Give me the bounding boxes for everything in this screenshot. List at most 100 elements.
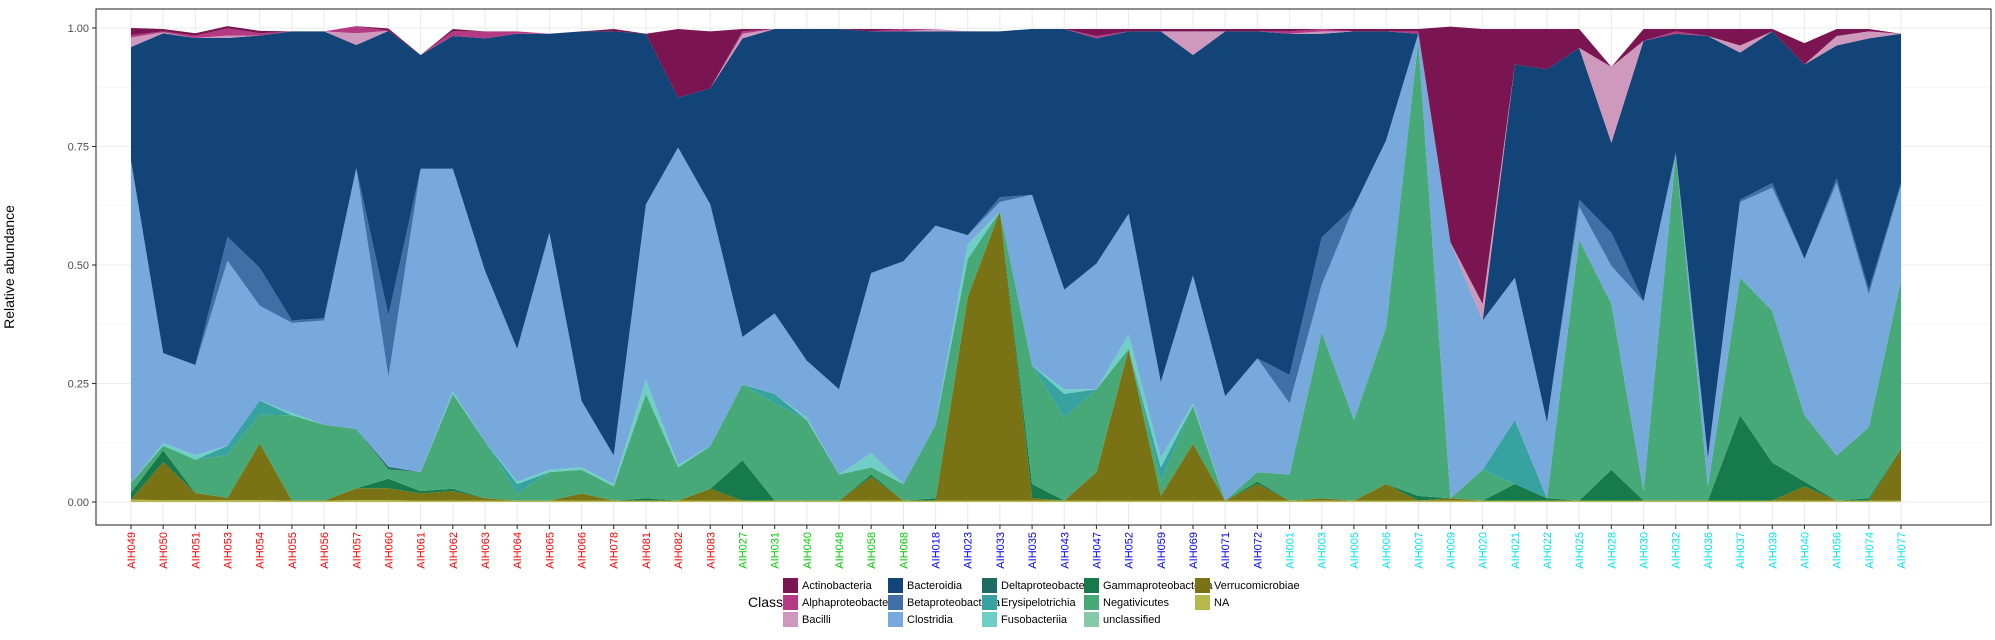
x-tick-label: AIH027 [737, 532, 749, 569]
area-na [131, 499, 1901, 502]
plot-panel-border [95, 8, 1992, 526]
y-tick-label: 1.00 [68, 23, 89, 35]
x-tick-label: AIH054 [255, 532, 267, 569]
legend-label-bacteroidia: Bacteroidia [907, 580, 963, 592]
x-tick-label: AIH057 [351, 532, 363, 569]
x-tick-label: AIH023 [963, 532, 975, 569]
legend-swatch-erysipelotrichia [982, 595, 997, 610]
x-tick-label: AIH047 [1091, 532, 1103, 569]
y-tick-label: 0.50 [68, 260, 89, 272]
x-tick-label: AIH009 [1445, 532, 1457, 569]
legend-swatch-deltaproteobacteria [982, 578, 997, 593]
x-tick-label: AIH066 [577, 532, 589, 569]
x-tick-label: AIH062 [448, 532, 460, 569]
x-axis: AIH049 AIH050 AIH051 AIH053 AIH054 AIH055 AIH0… [126, 525, 1908, 569]
x-tick-label: AIH081 [641, 532, 653, 569]
legend: Class Actinobacteria Alphaproteobacteria B… [748, 578, 1300, 627]
x-tick-label: AIH001 [1285, 532, 1297, 569]
legend-swatch-gammaproteobacteria [1084, 578, 1099, 593]
area-bacteroidia [131, 28, 1901, 458]
x-tick-label: AIH055 [287, 532, 299, 569]
x-tick-label: AIH032 [1671, 532, 1683, 569]
x-tick-label: AIH049 [126, 532, 138, 569]
legend-label-alphaproteobacteria: Alphaproteobacteria [802, 597, 901, 609]
y-tick-label: 0.00 [68, 497, 89, 509]
legend-label-negativicutes: Negativicutes [1103, 597, 1170, 609]
x-tick-label: AIH083 [705, 532, 717, 569]
x-tick-label: AIH082 [673, 532, 685, 569]
y-axis-title: Relative abundance [1, 205, 17, 329]
legend-label-fusobacteriia: Fusobacteriia [1001, 614, 1068, 626]
x-tick-label: AIH028 [1606, 532, 1618, 569]
x-tick-label: AIH060 [383, 532, 395, 569]
x-tick-label: AIH020 [1478, 532, 1490, 569]
legend-label-clostridia: Clostridia [907, 614, 954, 626]
legend-swatch-unclassified [1084, 612, 1099, 627]
x-tick-label: AIH040 [1799, 532, 1811, 569]
x-tick-label: AIH006 [1381, 532, 1393, 569]
x-tick-label: AIH063 [480, 532, 492, 569]
legend-swatch-clostridia [888, 612, 903, 627]
x-tick-label: AIH053 [223, 532, 235, 569]
legend-swatch-negativicutes [1084, 595, 1099, 610]
x-tick-label: AIH035 [1027, 532, 1039, 569]
x-tick-label: AIH040 [802, 532, 814, 569]
x-tick-label: AIH021 [1510, 532, 1522, 569]
legend-label-bacilli: Bacilli [802, 614, 831, 626]
area-gammaproteobacteria [131, 211, 1901, 501]
legend-swatch-alphaproteobacteria [783, 595, 798, 610]
x-tick-label: AIH003 [1317, 532, 1329, 569]
area-negativicutes [131, 40, 1901, 501]
x-tick-label: AIH072 [1252, 532, 1264, 569]
area-actinobacteria [131, 26, 1901, 304]
y-tick-label: 0.25 [68, 379, 89, 391]
y-tick-label: 0.75 [68, 142, 89, 154]
legend-label-actinobacteria: Actinobacteria [802, 580, 873, 592]
legend-swatch-bacilli [783, 612, 798, 627]
x-tick-label: AIH071 [1220, 532, 1232, 569]
legend-label-erysipelotrichia: Erysipelotrichia [1001, 597, 1076, 609]
legend-swatch-fusobacteriia [982, 612, 997, 627]
x-tick-label: AIH051 [190, 532, 202, 569]
legend-swatch-bacteroidia [888, 578, 903, 593]
x-tick-label: AIH050 [158, 532, 170, 569]
x-tick-label: AIH064 [512, 532, 524, 569]
legend-label-verrucomicrobiae: Verrucomicrobiae [1214, 580, 1300, 592]
x-tick-label: AIH033 [995, 532, 1007, 569]
x-tick-label: AIH077 [1896, 532, 1908, 569]
x-tick-label: AIH068 [898, 532, 910, 569]
legend-title: Class [748, 594, 783, 610]
x-tick-label: AIH065 [544, 532, 556, 569]
x-tick-label: AIH039 [1767, 532, 1779, 569]
legend-label-betaproteobacteria: Betaproteobacteria [907, 597, 1001, 609]
x-tick-label: AIH022 [1542, 532, 1554, 569]
x-tick-label: AIH018 [931, 532, 943, 569]
x-tick-label: AIH052 [1124, 532, 1136, 569]
x-tick-label: AIH069 [1188, 532, 1200, 569]
x-tick-label: AIH031 [770, 532, 782, 569]
x-tick-label: AIH030 [1639, 532, 1651, 569]
legend-label-na: NA [1214, 597, 1230, 609]
legend-swatch-verrucomicrobiae [1195, 578, 1210, 593]
area-verrucomicrobiae [131, 211, 1901, 501]
x-tick-label: AIH059 [1156, 532, 1168, 569]
x-tick-label: AIH078 [609, 532, 621, 569]
x-tick-label: AIH048 [834, 532, 846, 569]
x-tick-label: AIH036 [1703, 532, 1715, 569]
x-tick-label: AIH025 [1574, 532, 1586, 569]
y-axis: 0.00 0.25 0.50 0.75 1.00 [68, 23, 96, 509]
legend-label-gammaproteobacteria: Gammaproteobacteria [1103, 580, 1213, 592]
x-tick-label: AIH037 [1735, 532, 1747, 569]
area-series-group [131, 26, 1901, 502]
area-clostridia [131, 33, 1901, 501]
x-tick-label: AIH005 [1349, 532, 1361, 569]
x-tick-label: AIH074 [1864, 532, 1876, 569]
legend-swatch-na [1195, 595, 1210, 610]
x-tick-label: AIH056 [1832, 532, 1844, 569]
legend-label-deltaproteobacteria: Deltaproteobacteria [1001, 580, 1098, 592]
x-tick-label: AIH007 [1413, 532, 1425, 569]
legend-swatch-betaproteobacteria [888, 595, 903, 610]
legend-label-unclassified: unclassified [1103, 614, 1160, 626]
